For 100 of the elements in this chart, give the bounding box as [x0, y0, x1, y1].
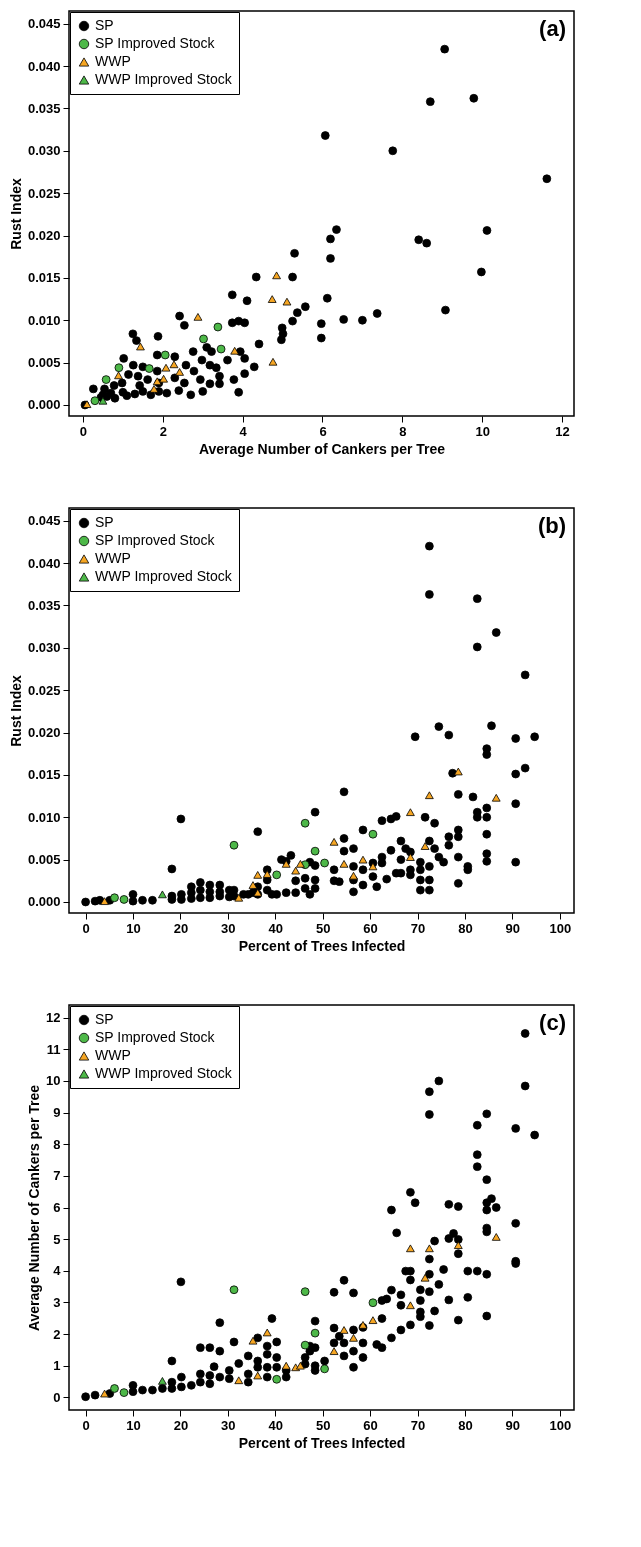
- point: [169, 360, 179, 369]
- legend-label: WWP Improved Stock: [95, 1065, 233, 1081]
- y-tick-label: 1: [53, 1358, 61, 1374]
- point: [320, 1364, 329, 1374]
- legend-label: SP Improved Stock: [95, 532, 216, 548]
- point: [100, 1389, 109, 1398]
- point: [193, 313, 203, 321]
- y-tick-label: 0: [53, 1389, 61, 1405]
- point: [300, 1340, 310, 1350]
- y-tick-label: 11: [46, 1041, 61, 1057]
- legend-label: SP Improved Stock: [95, 1029, 216, 1045]
- legend-label: WWP: [95, 550, 131, 566]
- point: [272, 271, 281, 280]
- point: [101, 375, 111, 384]
- point: [272, 1374, 282, 1384]
- y-tick-label: 0.035: [27, 597, 61, 613]
- point: [406, 808, 415, 816]
- y-axis-title: Average Number of Cankers per Tree: [26, 1084, 43, 1332]
- y-tick-label: 12: [46, 1010, 61, 1026]
- x-tick-label: 10: [126, 920, 141, 936]
- y-tick-label: 0.030: [27, 143, 61, 159]
- point: [310, 1328, 320, 1338]
- x-tick-label: 40: [268, 920, 283, 936]
- point: [119, 1388, 129, 1397]
- legend-label: WWP: [95, 53, 131, 69]
- x-tick-label: 70: [410, 920, 426, 936]
- y-tick-label: 0.020: [27, 228, 61, 244]
- point: [216, 344, 226, 354]
- x-tick-label: 100: [549, 1417, 572, 1433]
- legend-label: SP Improved Stock: [95, 35, 216, 51]
- point: [282, 297, 292, 306]
- y-tick-label: 0.000: [27, 894, 61, 910]
- y-tick-label: 0.010: [27, 312, 61, 328]
- point: [310, 846, 320, 856]
- point: [329, 1347, 339, 1355]
- y-tick-label: 0.030: [27, 640, 61, 656]
- x-tick-label: 4: [239, 423, 248, 439]
- annotation: (a): [539, 16, 566, 41]
- y-tick-label: 10: [46, 1073, 61, 1089]
- x-tick-label: 80: [458, 920, 473, 936]
- point: [406, 1301, 415, 1310]
- point: [262, 1328, 272, 1337]
- y-tick-label: 0.040: [27, 555, 61, 571]
- point: [144, 364, 154, 373]
- legend-label: SP: [95, 514, 114, 530]
- point: [160, 350, 170, 360]
- x-tick-label: 60: [363, 1417, 378, 1433]
- x-axis-title: Percent of Trees Infected: [238, 937, 406, 954]
- x-tick-label: 100: [549, 920, 572, 936]
- y-tick-label: 0.015: [27, 767, 61, 783]
- y-tick-label: 2: [53, 1326, 61, 1342]
- y-tick-label: 9: [53, 1105, 61, 1121]
- y-tick-label: 5: [53, 1231, 61, 1247]
- x-tick-label: 0: [79, 423, 88, 439]
- y-tick-label: 0.005: [27, 355, 61, 371]
- legend-label: SP: [95, 1011, 114, 1027]
- x-tick-label: 6: [319, 423, 327, 439]
- point: [229, 1285, 239, 1295]
- y-tick-label: 0.020: [27, 725, 61, 741]
- y-tick-label: 0.035: [27, 100, 61, 116]
- point: [296, 860, 305, 868]
- y-tick-label: 0.040: [27, 58, 61, 74]
- point: [453, 1241, 463, 1249]
- point: [119, 895, 129, 904]
- point: [320, 858, 329, 868]
- x-tick-label: 30: [221, 920, 236, 936]
- annotation: (b): [537, 513, 566, 538]
- point: [420, 842, 430, 850]
- point: [339, 1326, 349, 1334]
- point: [349, 871, 358, 880]
- x-tick-label: 20: [173, 1417, 189, 1433]
- y-axis-title: Rust Index: [7, 675, 24, 747]
- legend-label: WWP Improved Stock: [95, 568, 233, 584]
- point: [425, 791, 434, 800]
- point: [230, 346, 240, 355]
- point: [175, 368, 184, 376]
- point: [110, 893, 119, 903]
- y-tick-label: 0.010: [27, 809, 61, 825]
- y-tick-label: 0.000: [27, 397, 61, 413]
- point: [420, 1273, 430, 1282]
- x-tick-label: 30: [221, 1417, 236, 1433]
- point: [248, 881, 258, 889]
- point: [368, 862, 378, 871]
- point: [267, 295, 277, 303]
- point: [262, 870, 272, 878]
- y-tick-label: 0.005: [27, 852, 61, 868]
- x-tick-label: 60: [363, 920, 378, 936]
- x-tick-label: 40: [268, 1417, 283, 1433]
- y-tick-label: 0.015: [27, 270, 61, 286]
- point: [253, 1371, 263, 1380]
- point: [368, 1316, 378, 1324]
- point: [110, 1384, 119, 1393]
- point: [272, 870, 282, 880]
- x-tick-label: 80: [458, 1417, 473, 1433]
- point: [158, 890, 167, 899]
- point: [491, 1233, 501, 1241]
- x-tick-label: 50: [315, 1417, 331, 1433]
- x-tick-label: 50: [315, 920, 331, 936]
- point: [158, 1377, 167, 1385]
- point: [425, 1244, 434, 1253]
